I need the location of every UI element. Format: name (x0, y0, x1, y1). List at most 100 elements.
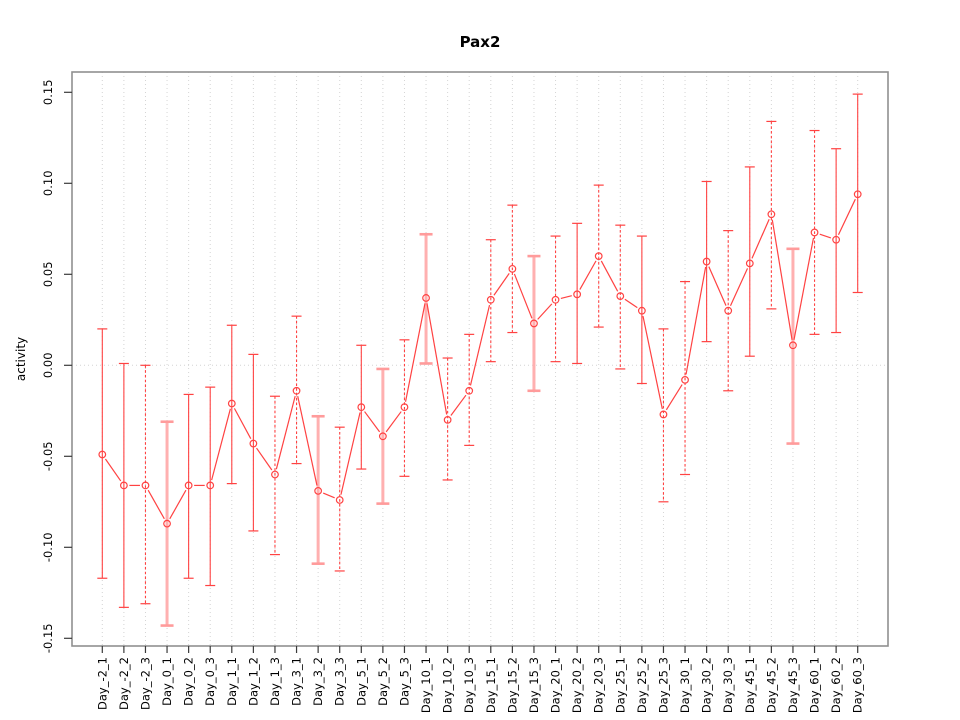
x-tick-label: Day_0_2 (182, 657, 196, 706)
data-point-marker (724, 306, 733, 315)
y-tick-label: -0.05 (41, 441, 55, 471)
data-point-marker (357, 403, 366, 412)
series-segment (364, 411, 381, 433)
x-tick-label: Day_3_2 (311, 657, 325, 706)
data-point-marker (702, 257, 711, 266)
series-segment (147, 489, 165, 520)
data-point-markers (98, 190, 862, 528)
x-tick-label: Day_25_2 (635, 657, 649, 713)
series-segment (729, 268, 749, 306)
data-point-marker (745, 259, 754, 268)
x-tick-label: Day_0_1 (160, 657, 174, 706)
x-tick-label: Day_10_2 (441, 657, 455, 713)
data-point-marker (163, 519, 171, 528)
data-point-marker (767, 210, 776, 219)
x-tick-label: Day_60_1 (808, 657, 822, 713)
series-segment (340, 412, 361, 495)
data-point-marker (249, 439, 258, 448)
series-segment (708, 266, 727, 306)
data-point-marker (400, 403, 409, 412)
x-tick-label: Day_30_1 (678, 657, 692, 713)
data-point-marker (681, 375, 689, 384)
series-segment (513, 273, 533, 319)
x-tick-label: Day_45_2 (764, 657, 778, 713)
series-segment (793, 237, 815, 340)
plot-frame (71, 71, 889, 647)
data-point-marker (184, 481, 193, 490)
x-tick-label: Day_-2_1 (95, 657, 109, 710)
data-point-marker (443, 416, 452, 424)
x-tick-label: Day_15_1 (484, 657, 498, 713)
y-tick-label: -0.15 (41, 623, 55, 653)
data-point-marker (422, 294, 430, 302)
data-point-marker (465, 386, 474, 395)
x-tick-label: Day_45_1 (743, 657, 757, 713)
x-tick-label: Day_45_3 (786, 657, 800, 713)
x-tick-label: Day_25_3 (656, 657, 670, 713)
gridlines (72, 72, 888, 646)
data-point-marker (314, 486, 323, 495)
x-tick-label: Day_20_3 (592, 657, 606, 713)
series-segment (104, 458, 122, 482)
series-segment (579, 260, 597, 290)
y-tick-label: -0.10 (41, 532, 55, 562)
data-point-marker (271, 470, 279, 479)
y-axis-label: activity (14, 337, 28, 381)
x-tick-label: Day_-2_2 (117, 657, 131, 710)
data-point-marker (659, 410, 668, 419)
x-tick-label: Day_3_1 (290, 657, 304, 706)
data-point-marker (486, 295, 495, 304)
x-tick-label: Day_-2_3 (138, 657, 152, 710)
series-segment (685, 266, 707, 375)
data-point-marker (227, 399, 236, 408)
data-point-marker (119, 481, 128, 490)
y-tick-label: 0.05 (41, 261, 55, 287)
data-point-marker (335, 496, 344, 504)
series-segment (275, 395, 296, 470)
axes: -0.15 -0.10 -0.05 0.00 0.05 0.10 0.15 Day_-2_1 D… (41, 71, 889, 713)
x-tick-label: Day_10_1 (419, 657, 433, 713)
x-tick-label: Day_20_1 (549, 657, 563, 713)
x-tick-label: Day_30_3 (721, 657, 735, 713)
series-segment (819, 233, 832, 239)
x-tick-label: Day_20_2 (570, 657, 584, 713)
x-tick-label: Day_0_3 (203, 657, 217, 706)
series-segment (642, 315, 663, 410)
series-segment (297, 396, 318, 486)
x-tick-label: Day_3_3 (333, 657, 347, 706)
x-tick-label: Day_5_1 (354, 657, 368, 706)
data-point-marker (530, 319, 538, 328)
data-point-marker (508, 264, 517, 273)
x-tick-label: Day_1_1 (225, 657, 239, 706)
series-segment (450, 394, 467, 416)
series-segment (837, 198, 856, 236)
x-tick-label: Day_10_3 (462, 657, 476, 713)
data-point-marker (616, 292, 625, 301)
series-segment (169, 489, 187, 520)
series-segment (771, 219, 793, 340)
data-point-marker (206, 481, 215, 490)
x-tick-label: Day_25_1 (613, 657, 627, 713)
y-tick-label: 0.15 (41, 79, 55, 105)
series-segment (385, 411, 402, 433)
series-segment (624, 298, 638, 309)
series-segment (751, 219, 770, 259)
data-point-marker (853, 190, 862, 199)
series-segment (256, 447, 273, 471)
x-tick-label: Day_5_3 (397, 657, 411, 706)
data-point-marker (551, 295, 560, 304)
series-segment (426, 303, 448, 415)
x-tick-label: Day_5_2 (376, 657, 390, 706)
series-segment (404, 303, 426, 402)
series-segment (322, 492, 335, 499)
data-point-marker (810, 228, 819, 237)
x-tick-label: Day_30_2 (700, 657, 714, 713)
error-bars (97, 93, 863, 627)
data-point-marker (378, 432, 387, 441)
x-tick-label: Day_15_3 (527, 657, 541, 713)
series-segment (233, 408, 252, 440)
x-tick-label: Day_1_3 (268, 657, 282, 706)
x-tick-label: Day_15_2 (505, 657, 519, 713)
data-point-marker (292, 386, 301, 395)
